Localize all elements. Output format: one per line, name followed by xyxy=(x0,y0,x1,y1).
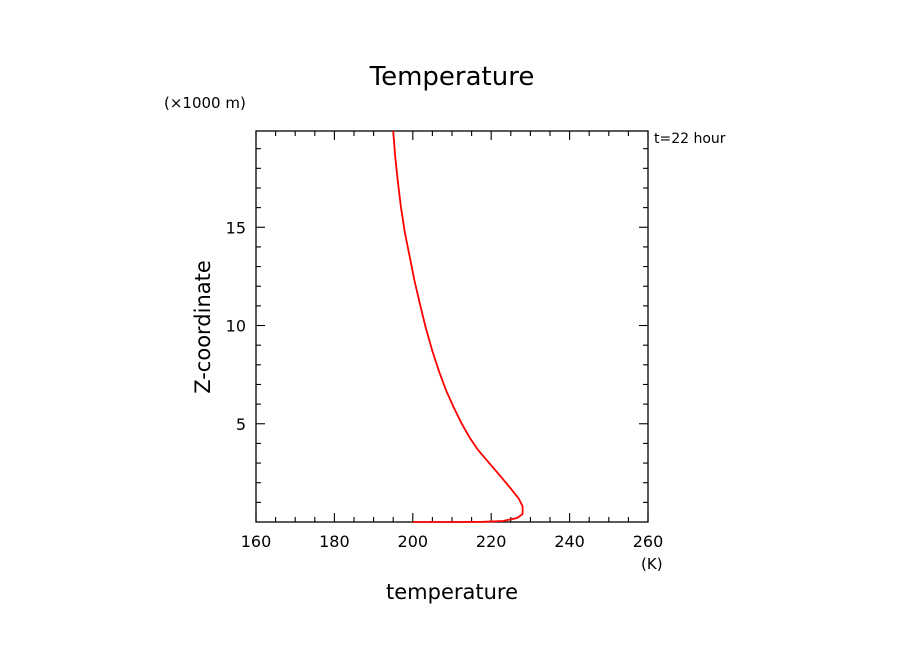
y-axis-unit: (×1000 m) xyxy=(164,94,246,112)
tick-labels: 160 180 200 220 240 260 5 10 15 xyxy=(226,218,664,551)
x-tick-label: 260 xyxy=(633,532,664,551)
series-group xyxy=(392,130,524,523)
temperature-series-line xyxy=(392,130,524,523)
x-tick-label: 160 xyxy=(241,532,272,551)
time-annotation: t=22 hour xyxy=(654,131,726,147)
y-tick-label: 5 xyxy=(236,415,246,434)
x-tick-label: 180 xyxy=(319,532,350,551)
x-axis-unit: (K) xyxy=(641,555,663,573)
axis-ticks xyxy=(255,131,649,522)
x-tick-label: 200 xyxy=(398,532,429,551)
x-axis-label: temperature xyxy=(386,580,518,604)
y-tick-label: 10 xyxy=(226,317,246,336)
x-tick-label: 240 xyxy=(554,532,585,551)
plot-frame xyxy=(255,130,649,523)
y-axis-label: Z-coordinate xyxy=(191,260,215,394)
y-tick-label: 15 xyxy=(226,218,246,237)
chart-title: Temperature xyxy=(369,62,535,92)
x-tick-label: 220 xyxy=(476,532,507,551)
